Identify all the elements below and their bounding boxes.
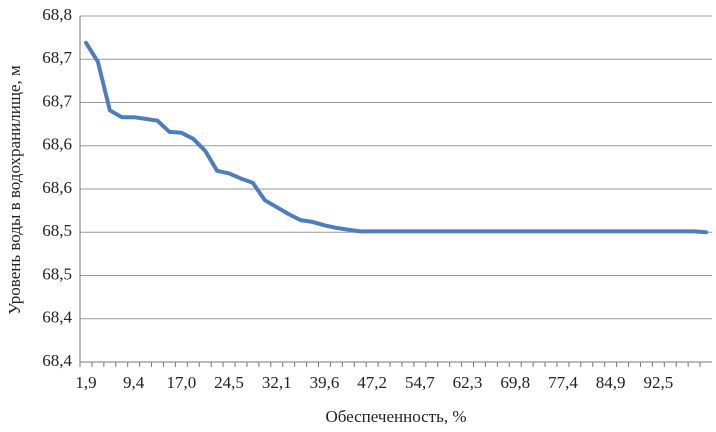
x-tick-label: 9,4 [123, 373, 145, 392]
y-tick-label: 68,7 [42, 48, 72, 67]
x-tick-label: 54,7 [405, 373, 435, 392]
x-tick-label: 39,6 [310, 373, 340, 392]
x-tick-label: 77,4 [548, 373, 578, 392]
y-tick-label: 68,5 [42, 221, 72, 240]
x-tick-label: 47,2 [357, 373, 387, 392]
y-tick-label: 68,7 [42, 91, 72, 110]
x-tick-label: 84,9 [596, 373, 626, 392]
y-tick-label: 68,8 [42, 5, 72, 24]
y-tick-label: 68,6 [42, 135, 72, 154]
x-tick-label: 17,0 [166, 373, 196, 392]
x-axis-label: Обеспеченность, % [325, 407, 466, 426]
y-axis-label: Уровень воды в водохранилище, м [5, 65, 24, 315]
x-tick-label: 32,1 [262, 373, 292, 392]
y-tick-label: 68,6 [42, 178, 72, 197]
x-tick-label: 1,9 [75, 373, 96, 392]
x-tick-label: 24,5 [214, 373, 244, 392]
x-tick-label: 62,3 [453, 373, 483, 392]
y-tick-label: 68,4 [42, 308, 72, 327]
data-line [84, 40, 708, 235]
y-tick-label: 68,5 [42, 264, 72, 283]
y-tick-label: 68,4 [42, 351, 72, 370]
x-tick-label: 69,8 [500, 373, 530, 392]
x-tick-label: 92,5 [643, 373, 673, 392]
